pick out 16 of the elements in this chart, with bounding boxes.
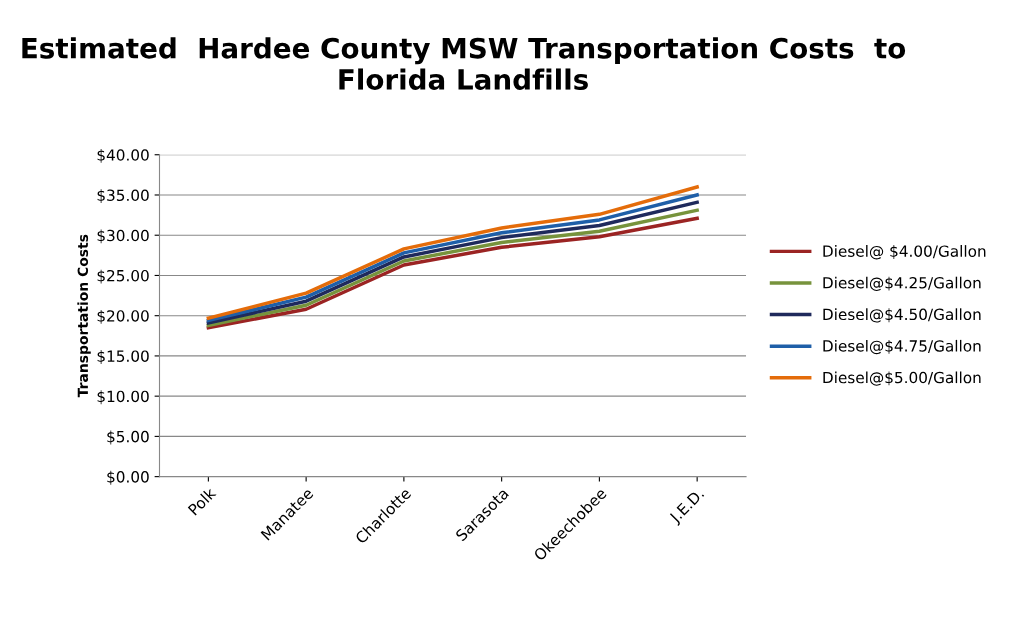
y-axis-title: Transportation Costs [77, 234, 91, 398]
chart-title: Estimated Hardee County MSW Transportation Costs to Florida Landfills [22, 37, 906, 90]
legend-label: Diesel@$5.00/Gallon [823, 371, 981, 386]
y-tick-label: $25.00 [97, 269, 149, 284]
legend-label: Diesel@$4.25/Gallon [823, 276, 981, 291]
legend-label: Diesel@$4.50/Gallon [823, 308, 981, 323]
y-tick-label: $35.00 [97, 189, 149, 204]
y-tick-label: $15.00 [97, 350, 149, 364]
y-tick-label: $10.00 [97, 390, 149, 405]
y-tick-label: $30.00 [97, 229, 149, 244]
y-tick-label: $0.00 [107, 470, 149, 485]
y-tick-label: $20.00 [97, 309, 149, 324]
legend-label: Diesel@ $4.00/Gallon [823, 245, 986, 260]
legend-label: Diesel@$4.75/Gallon [823, 339, 981, 355]
y-tick-label: $5.00 [107, 430, 149, 445]
y-tick-label: $40.00 [97, 148, 149, 163]
